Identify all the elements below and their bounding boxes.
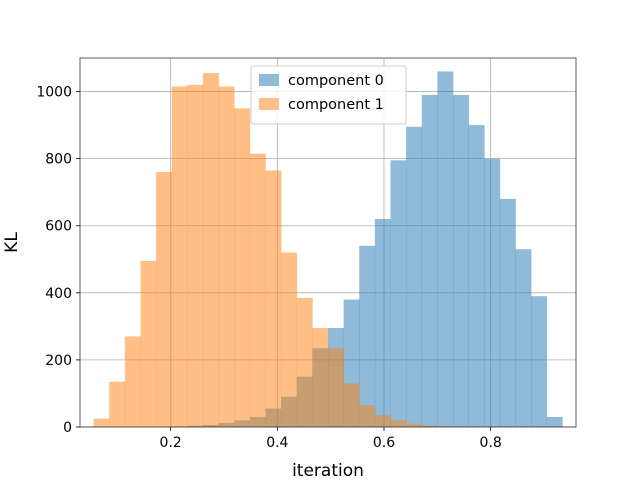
- legend-label: component 0: [288, 73, 384, 89]
- histogram-bar: [390, 420, 407, 427]
- histogram-bar: [171, 86, 188, 427]
- histogram-bar: [406, 423, 423, 427]
- histogram-bar: [187, 84, 204, 427]
- histogram-bar: [359, 245, 376, 427]
- histogram-bar: [359, 405, 376, 427]
- histogram-bar: [249, 153, 266, 427]
- histogram-bar: [421, 94, 438, 428]
- legend-swatch: [259, 98, 279, 110]
- y-tick-label: 400: [45, 286, 72, 302]
- x-tick-label: 0.8: [480, 435, 502, 451]
- legend-swatch: [259, 74, 279, 86]
- y-tick-label: 200: [45, 353, 72, 369]
- x-tick-label: 0.4: [266, 435, 288, 451]
- histogram-bar: [109, 381, 126, 427]
- histogram-bar: [421, 425, 438, 427]
- histogram-bar: [406, 126, 423, 427]
- y-axis-label: KL: [2, 232, 22, 253]
- histogram-bar: [546, 416, 563, 427]
- histogram-bar: [374, 415, 391, 427]
- histogram-bar: [312, 328, 329, 427]
- histogram-bar: [124, 336, 141, 427]
- histogram-bar: [202, 73, 219, 427]
- histogram-bar: [156, 172, 173, 427]
- x-tick-label: 0.6: [373, 435, 395, 451]
- histogram-bar: [468, 125, 485, 427]
- series-1-bars: [93, 73, 469, 428]
- histogram-bar: [390, 160, 407, 427]
- histogram-bar: [484, 158, 501, 428]
- histogram-bar: [374, 219, 391, 427]
- y-tick-label: 800: [45, 152, 72, 168]
- histogram-bar: [296, 297, 313, 427]
- histogram-bar: [281, 252, 298, 427]
- legend-box: [250, 65, 407, 125]
- histogram-bar: [343, 383, 360, 427]
- histogram-bar: [93, 418, 110, 427]
- x-axis-label: iteration: [292, 461, 364, 480]
- histogram-bar: [437, 71, 454, 427]
- legend-label: component 1: [288, 97, 384, 113]
- histogram-bar: [531, 296, 548, 427]
- histogram-bar: [453, 94, 469, 428]
- histogram-bar: [140, 260, 157, 427]
- histogram-bar: [499, 198, 516, 427]
- y-tick-label: 600: [45, 219, 72, 235]
- y-axis-ticks: 0 200 400 600 800 1000: [36, 85, 80, 436]
- x-axis-ticks: 0.2 0.4 0.6 0.8: [160, 427, 502, 451]
- histogram-bar: [218, 86, 235, 427]
- histogram-bar: [328, 348, 344, 427]
- histogram-bars: [93, 71, 563, 428]
- y-tick-label: 1000: [36, 85, 72, 101]
- histogram-bar: [515, 249, 532, 427]
- plot-area-frame: [79, 57, 577, 428]
- histogram-bar: [234, 108, 251, 428]
- x-tick-label: 0.2: [160, 435, 182, 451]
- histogram-bar: [265, 170, 282, 428]
- legend: component 0 component 1: [250, 65, 407, 125]
- y-tick-label: 0: [63, 420, 72, 436]
